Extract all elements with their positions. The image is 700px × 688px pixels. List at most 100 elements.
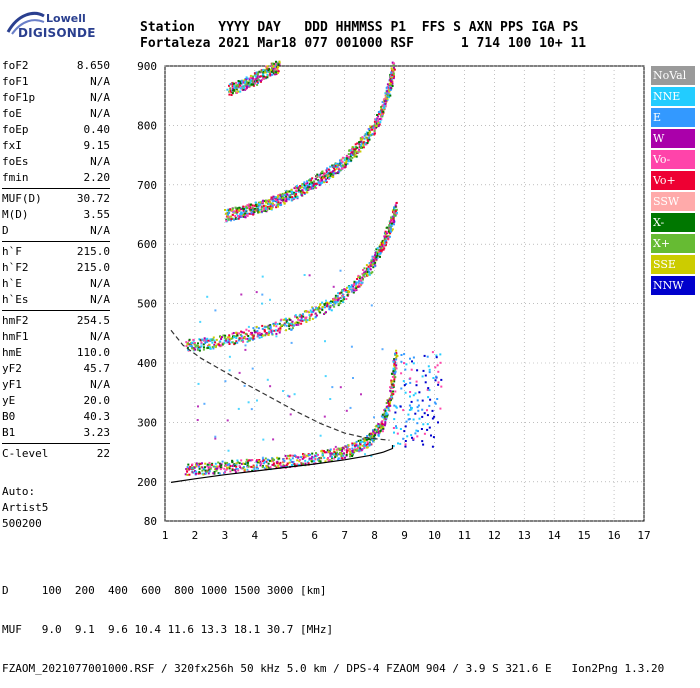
trace-2-point [271, 199, 274, 202]
trace-0-point [346, 449, 349, 452]
trace-2-point [389, 85, 392, 88]
trace-0-point [282, 465, 285, 468]
trace-1-point [192, 348, 195, 351]
x-tick-label: 11 [458, 529, 471, 542]
trace-1-point [366, 271, 369, 273]
param-row-yf2: yF2 45.7 [2, 361, 110, 377]
trace-1-point [390, 225, 393, 227]
spread-point [403, 362, 405, 365]
trace-0-point [224, 461, 227, 464]
trace-2-point [309, 182, 311, 185]
trace-0-point [317, 460, 320, 463]
trace-0-point [294, 464, 297, 467]
trace-1-point [188, 343, 191, 346]
trace-3-point [253, 72, 256, 75]
trace-2-point [365, 133, 368, 136]
trace-1-point [386, 231, 389, 234]
trace-0-point [394, 353, 397, 356]
trace-1-point [326, 301, 328, 304]
trace-1-point [375, 256, 378, 259]
trace-0-point [389, 386, 391, 389]
trace-3-point [267, 70, 269, 73]
trace-0-point [184, 473, 187, 476]
trace-2-point [293, 191, 296, 194]
trace-2-point [294, 189, 297, 192]
trace-1-point [321, 306, 324, 309]
trace-3-point [275, 72, 278, 75]
trace-0-point [379, 430, 382, 432]
scatter-point [369, 443, 372, 446]
trace-1-point [294, 322, 297, 325]
trace-0-point [217, 472, 220, 475]
trace-1-point [393, 206, 395, 209]
trace-1-point [391, 209, 394, 212]
trace-1-point [246, 340, 249, 343]
trace-0-point [309, 453, 311, 456]
y-tick-label: 80 [144, 515, 157, 528]
trace-0-point [199, 462, 202, 465]
trace-1-point [388, 224, 391, 227]
trace-0-point [354, 444, 356, 447]
polarization-legend: NoVal NNE E W Vo- Vo+ SSW X- X+ SSE NNW [651, 66, 695, 297]
trace-0-point [357, 444, 360, 447]
trace-0-point [388, 404, 391, 407]
trace-0-point [288, 461, 291, 464]
trace-0-point [393, 373, 396, 376]
trace-2-point [285, 199, 288, 202]
trace-3-point [236, 85, 239, 88]
trace-1-point [269, 327, 272, 330]
spread-point [421, 440, 424, 443]
trace-0-point [253, 468, 256, 471]
scatter-point [196, 419, 199, 421]
trace-2-point [382, 110, 385, 113]
trace-2-point [325, 181, 328, 183]
trace-1-point [377, 252, 379, 255]
trace-1-point [369, 268, 372, 271]
trace-1-point [374, 261, 377, 264]
trace-0-point [186, 468, 189, 470]
trace-0-point [335, 454, 338, 457]
trace-1-point [241, 337, 244, 340]
trace-1-point [219, 336, 222, 338]
trace-0-point [377, 431, 380, 433]
trace-3-point [236, 84, 239, 87]
trace-1-point [225, 339, 227, 342]
trace-0-point [351, 455, 354, 457]
trace-1-point [353, 287, 356, 290]
trace-3-point [259, 75, 262, 78]
trace-0-point [355, 444, 358, 447]
trace-0-point [259, 464, 262, 467]
spread-point [423, 412, 426, 415]
trace-1-point [213, 343, 216, 346]
trace-0-point [390, 379, 393, 382]
trace-2-point [295, 186, 298, 189]
trace-0-point [288, 457, 291, 460]
trace-3-point [276, 72, 279, 74]
trace-2-point [388, 93, 391, 96]
param-row-hmf2: hmF2 254.5 [2, 313, 110, 329]
trace-0-point [297, 456, 300, 459]
trace-2-point [241, 212, 244, 215]
trace-2-point [320, 182, 323, 184]
trace-1-point [391, 219, 394, 222]
trace-1-point [315, 307, 318, 309]
spread-point [435, 375, 438, 378]
trace-1-point [220, 344, 223, 347]
spread-point [404, 443, 407, 446]
trace-2-point [375, 118, 378, 121]
trace-0-point [359, 440, 362, 443]
trace-0-point [318, 457, 321, 459]
trace-1-point [197, 345, 200, 348]
trace-2-point [331, 164, 334, 167]
trace-2-point [360, 146, 363, 149]
trace-1-point [382, 240, 385, 243]
trace-0-point [205, 471, 208, 474]
trace-0-point [348, 448, 351, 451]
spread-point [422, 443, 425, 446]
trace-2-point [344, 163, 347, 166]
spread-point [416, 422, 419, 425]
trace-3-point [232, 91, 234, 93]
trace-1-point [271, 330, 274, 332]
trace-0-point [305, 454, 308, 457]
trace-1-point [350, 289, 353, 292]
